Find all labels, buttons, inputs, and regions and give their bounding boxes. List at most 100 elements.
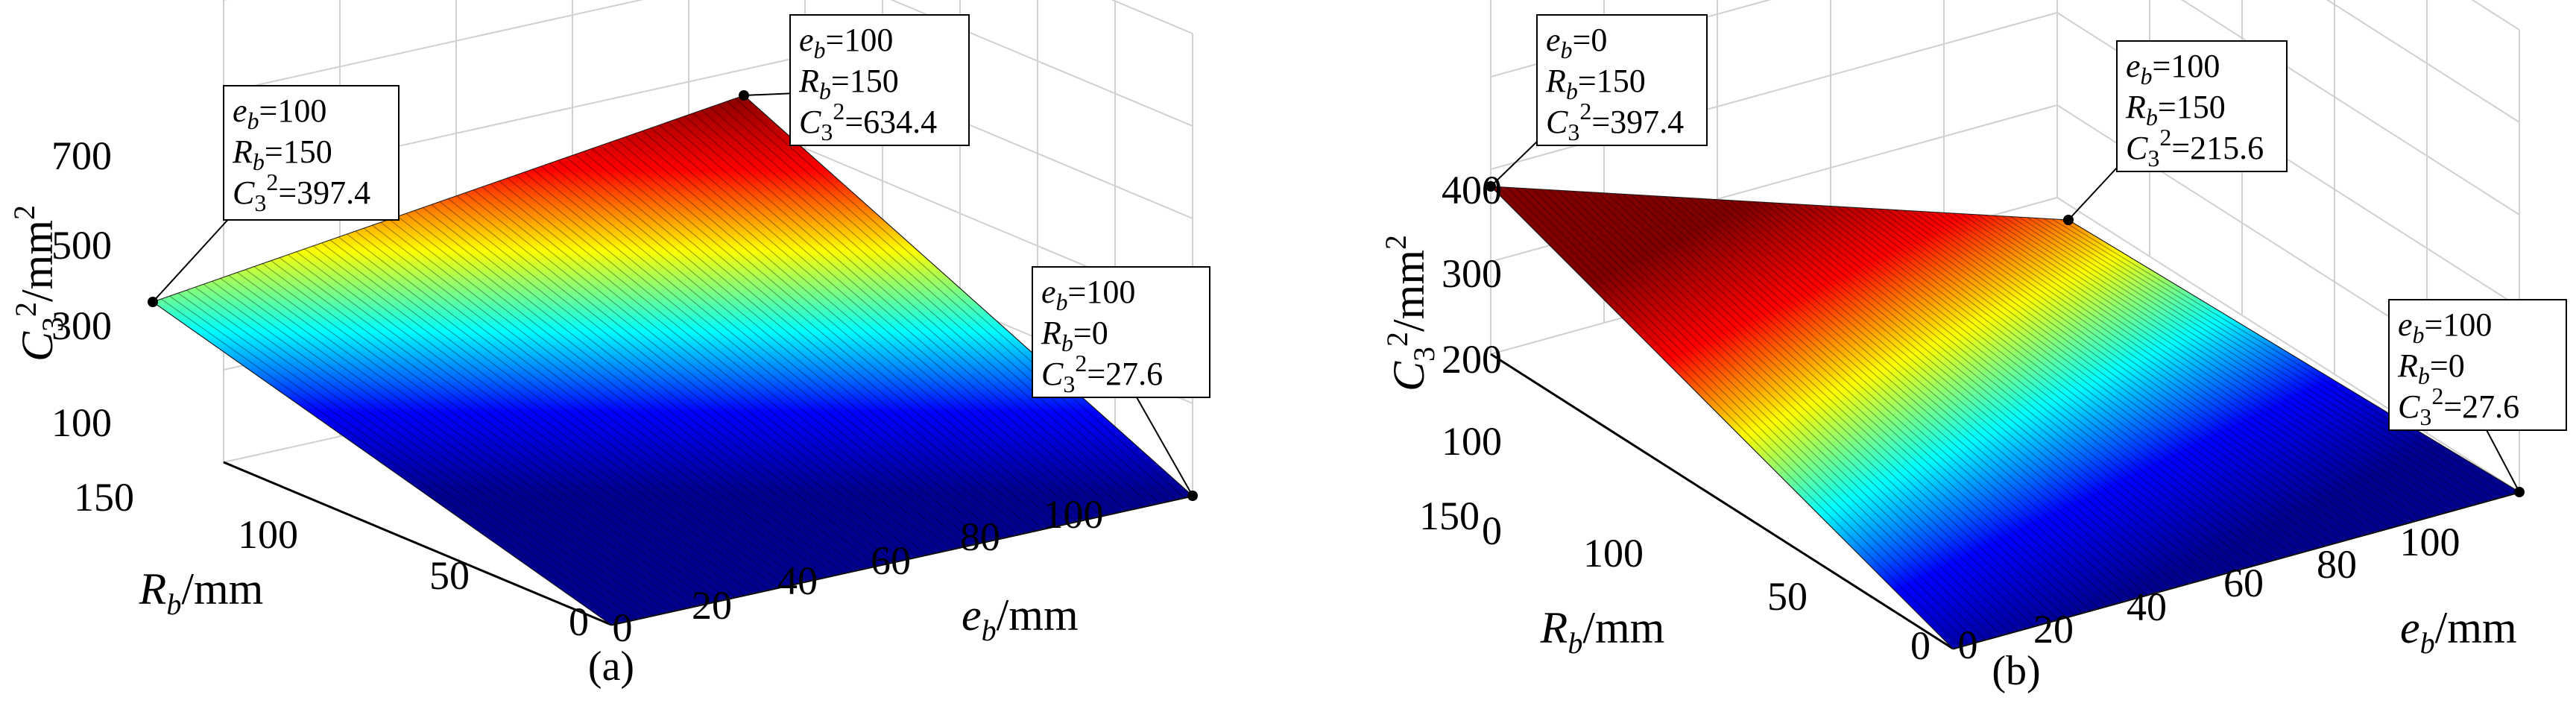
annotation-sup: 2 <box>266 168 278 195</box>
z-label-unit-sup: 2 <box>1379 235 1412 250</box>
annotation-sup: 2 <box>1075 350 1087 376</box>
data-point-marker <box>739 90 749 101</box>
mesh-line <box>405 212 861 570</box>
annotation-value: =100 <box>2153 48 2220 84</box>
mesh-line <box>1779 203 2237 571</box>
mesh-line <box>1614 193 2075 616</box>
mesh-line <box>710 107 1160 504</box>
x-tick-label: 0 <box>613 605 633 650</box>
mesh-line <box>1928 211 2382 531</box>
mesh-line <box>701 110 1152 505</box>
mesh-line <box>2068 219 2520 493</box>
annotation-sup: 2 <box>1579 98 1591 125</box>
mesh-line <box>1895 209 2350 540</box>
annotation-value: =100 <box>826 22 894 58</box>
annotation-box <box>223 85 400 221</box>
annotation-sub: 3 <box>2419 403 2431 430</box>
mesh-line <box>1696 198 2156 593</box>
mesh-line <box>1498 186 1962 647</box>
annotation-box <box>2116 40 2288 172</box>
data-point-marker <box>1486 181 1496 192</box>
y-tick-label: 50 <box>429 553 470 598</box>
mesh-line <box>1936 212 2390 529</box>
annotation-line: C32=397.4 <box>233 168 370 216</box>
z-tick-label: 300 <box>51 303 112 348</box>
mesh-line <box>1548 189 2010 634</box>
mesh-line <box>279 257 736 598</box>
z-label-var: C <box>1384 361 1433 391</box>
data-point-marker <box>148 297 158 307</box>
x-label-sub: b <box>982 614 997 647</box>
x-tick-label: 20 <box>692 583 732 628</box>
mesh-line <box>667 122 1119 513</box>
mesh-line <box>575 154 1027 533</box>
mesh-line <box>473 189 927 555</box>
mesh-line <box>287 254 745 596</box>
annotation-line: eb=100 <box>1041 274 1135 315</box>
mesh-line <box>1515 187 1978 643</box>
mesh-line <box>296 251 753 594</box>
mesh-line <box>271 260 728 599</box>
annotation-var: C <box>1041 356 1064 392</box>
y-label-unit: /mm <box>1582 603 1664 652</box>
mesh-line <box>2059 218 2512 495</box>
surface-mesh <box>1490 186 2520 649</box>
mesh-line <box>1531 188 1994 638</box>
annotation-sub: b <box>253 148 265 175</box>
y-axis-label: Rb/mm <box>139 564 264 621</box>
mesh-line <box>1969 213 2423 520</box>
mesh-line <box>228 274 686 609</box>
z-label-unit: /mm <box>1384 250 1433 332</box>
annotation-line: C32=397.4 <box>1546 98 1684 145</box>
leader-line <box>1490 141 1538 187</box>
ticks: 0 20 40 60 80 100 0 50 100 150 100 300 500 700 <box>51 133 1104 650</box>
data-point-marker <box>1187 491 1198 501</box>
mesh-line <box>1869 208 2326 546</box>
mesh-line <box>651 127 1102 517</box>
z-tick-label: 300 <box>1442 251 1502 296</box>
mesh-line <box>1763 201 2220 576</box>
annotation-sub: b <box>1061 330 1073 356</box>
mesh-line <box>1506 186 1970 645</box>
mesh-line <box>431 204 886 564</box>
mesh-line <box>1812 204 2269 562</box>
annotation-value: =0 <box>1573 22 1608 58</box>
mesh-line <box>211 280 670 613</box>
annotation-line: Rb=150 <box>232 133 332 175</box>
mesh-line <box>380 221 836 576</box>
annotation-value: =0 <box>1073 315 1108 351</box>
mesh-line <box>718 104 1168 502</box>
mesh-line <box>583 151 1035 532</box>
mesh-line <box>1713 198 2172 589</box>
mesh-line <box>1977 214 2431 517</box>
annotation-sub: b <box>814 37 826 63</box>
mesh-line <box>1796 204 2253 567</box>
annotation-sub: b <box>1566 78 1578 104</box>
x-tick-label: 80 <box>2317 542 2357 587</box>
mesh-line <box>186 289 645 618</box>
mesh-line <box>2035 217 2487 502</box>
annotation-var: R <box>232 133 253 170</box>
mesh-line <box>439 201 894 563</box>
annotation-var: C <box>2398 388 2420 425</box>
mesh-line <box>169 295 628 622</box>
annotation-value: =0 <box>2430 347 2465 384</box>
mesh-line <box>1787 203 2245 569</box>
mesh-line <box>397 215 853 572</box>
mesh-line <box>532 168 985 543</box>
mesh-line <box>1647 195 2107 607</box>
z-label-sup: 2 <box>1380 332 1414 347</box>
mesh-line <box>558 160 1011 537</box>
mesh-line <box>1556 189 2018 631</box>
annotation-sub: b <box>247 107 259 134</box>
mesh-line <box>490 183 944 552</box>
y-label-var: R <box>139 564 167 614</box>
annotation-var: C <box>799 104 821 140</box>
annotation-sub: 3 <box>821 119 833 145</box>
mesh-line <box>1804 204 2261 564</box>
mesh-line <box>2051 218 2504 497</box>
annotation-value: =397.4 <box>1591 104 1684 140</box>
